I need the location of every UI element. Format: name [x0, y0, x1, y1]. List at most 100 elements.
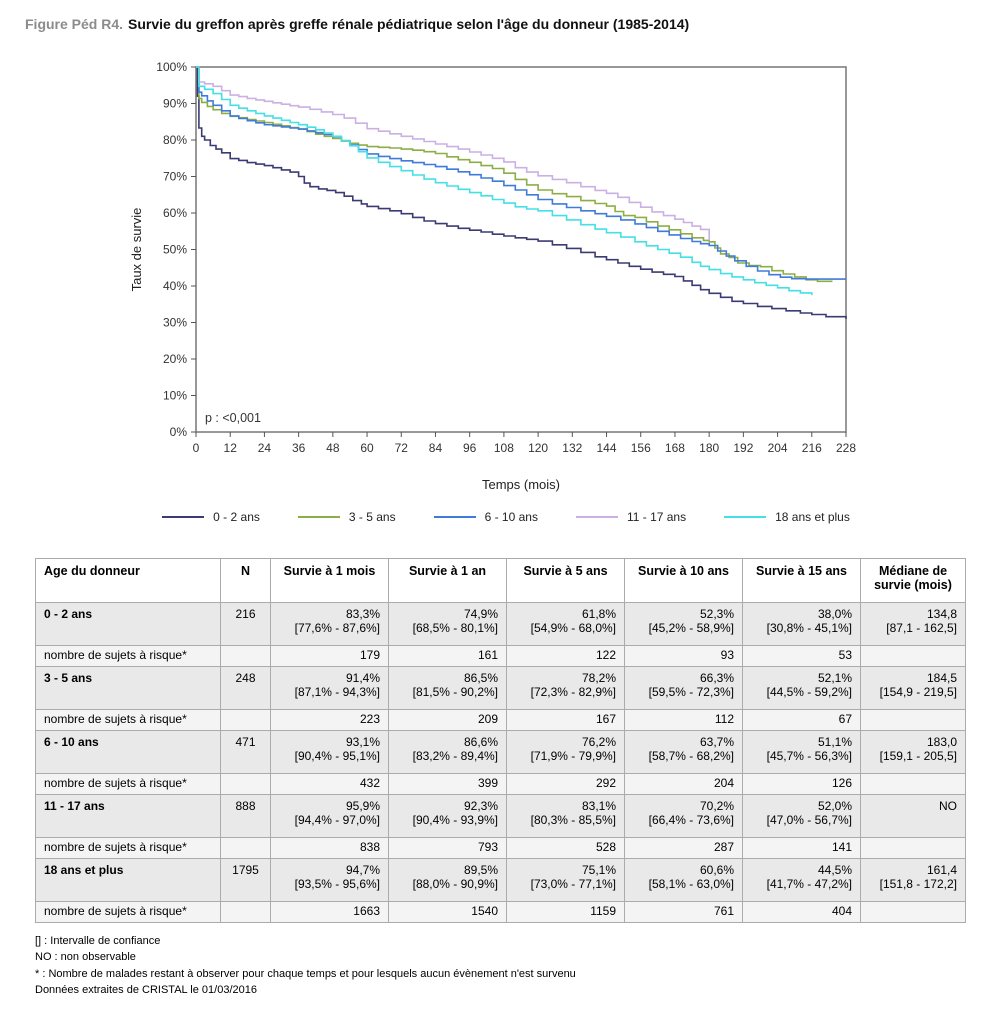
survival-chart: 0% 10% 20% 30% 40% 50% 60% 70% 80% 90% 100% 0 12 24 36… — [126, 53, 886, 524]
legend-item-18-ans-et-plus: 18 ans et plus — [724, 510, 850, 524]
survival-value: 83,3% [77,6% - 87,6%] — [270, 601, 389, 646]
age-group-label: 0 - 2 ans — [35, 601, 221, 646]
at-risk-value: 528 — [506, 836, 625, 859]
y-tick-label: 50% — [163, 242, 187, 256]
figure-title: Figure Péd R4. Survie du greffon après gr… — [0, 0, 1000, 33]
empty-cell — [220, 900, 271, 923]
at-risk-value: 838 — [270, 836, 389, 859]
empty-cell — [860, 772, 966, 795]
chart-legend: 0 - 2 ans 3 - 5 ans 6 - 10 ans 11 - 17 ans 1… — [126, 510, 886, 524]
survival-value: 38,0% [30,8% - 45,1%] — [742, 601, 861, 646]
median-value: 134,8 [87,1 - 162,5] — [860, 601, 966, 646]
survival-value: 44,5% [41,7% - 47,2%] — [742, 857, 861, 902]
table-row-group-3-5-ans: 3 - 5 ans 248 91,4% [87,1% - 94,3%] 86,5% [81… — [35, 665, 966, 710]
x-tick-label: 120 — [528, 441, 548, 455]
empty-cell — [860, 900, 966, 923]
x-tick-label: 180 — [699, 441, 719, 455]
median-value: NO — [860, 793, 966, 838]
table-row-group-11-17-ans: 11 - 17 ans 888 95,9% [94,4% - 97,0%] 92,3%[… — [35, 793, 966, 838]
x-tick-label: 156 — [631, 441, 651, 455]
at-risk-value: 93 — [624, 644, 743, 667]
x-tick-label: 36 — [292, 441, 306, 455]
legend-line-swatch — [162, 515, 205, 518]
age-group-label: 11 - 17 ans — [35, 793, 221, 838]
series-line-3-5-ans — [196, 65, 833, 282]
at-risk-label: nombre de sujets à risque* — [35, 900, 221, 923]
legend-item-11-17-ans: 11 - 17 ans — [575, 510, 686, 524]
table-row-group-6-10-ans: 6 - 10 ans 471 93,1% [90,4% - 95,1%] 86,6% [8… — [35, 729, 966, 774]
series-line-18-ans-et-plus — [196, 65, 813, 295]
survival-table: Age du donneur N Survie à 1 mois Survie à 1… — [35, 557, 966, 923]
at-risk-label: nombre de sujets à risque* — [35, 708, 221, 731]
y-tick-label: 90% — [163, 96, 187, 110]
at-risk-value: 167 — [506, 708, 625, 731]
at-risk-value: 761 — [624, 900, 743, 923]
at-risk-value: 161 — [388, 644, 507, 667]
legend-line-swatch — [724, 515, 767, 518]
at-risk-value: 204 — [624, 772, 743, 795]
empty-cell — [220, 836, 271, 859]
median-value: 183,0 [159,1 - 205,5] — [860, 729, 966, 774]
x-tick-label: 84 — [429, 441, 443, 455]
series-line-0-2-ans — [196, 65, 847, 319]
at-risk-value: 432 — [270, 772, 389, 795]
survival-value: 51,1% [45,7% - 56,3%] — [742, 729, 861, 774]
survival-value: 52,3% [45,2% - 58,9%] — [624, 601, 743, 646]
footnote-4: Données extraites de CRISTAL le 01/03/20… — [35, 984, 257, 997]
n-value: 248 — [220, 665, 271, 710]
n-value: 471 — [220, 729, 271, 774]
empty-cell — [860, 644, 966, 667]
legend-line-swatch — [433, 515, 476, 518]
survival-value: 86,6% [83,2% - 89,4%] — [388, 729, 507, 774]
x-tick-label: 144 — [597, 441, 617, 455]
median-value: 161,4 [151,8 - 172,2] — [860, 857, 966, 902]
at-risk-value: 126 — [742, 772, 861, 795]
column-header-survie-10-ans: Survie à 10 ans — [624, 557, 743, 603]
legend-item-0-2-ans: 0 - 2 ans — [162, 510, 260, 524]
column-header-n: N — [220, 557, 271, 603]
survival-value: 83,1% [80,3% - 85,5%] — [506, 793, 625, 838]
survival-value: 91,4% [87,1% - 94,3%] — [270, 665, 389, 710]
y-tick-label: 30% — [163, 315, 187, 329]
age-group-label: 18 ans et plus — [35, 857, 221, 902]
survival-value: 74,9% [68,5% - 80,1%] — [388, 601, 507, 646]
x-tick-label: 72 — [395, 441, 409, 455]
at-risk-value: 223 — [270, 708, 389, 731]
legend-item-3-5-ans: 3 - 5 ans — [297, 509, 396, 524]
column-header-m-diane-de-survie-mois: Médiane de survie (mois) — [860, 557, 966, 603]
survival-value: 78,2% [72,3% - 82,9%] — [506, 665, 625, 710]
legend-label: 0 - 2 ans — [213, 509, 260, 524]
empty-cell — [220, 644, 271, 667]
table-row-at-risk: nombre de sujets à risque* 838 793 528 287 14… — [35, 836, 966, 859]
at-risk-value: 112 — [624, 708, 743, 731]
survival-value: 63,7% [58,7% - 68,2%] — [624, 729, 743, 774]
series-line-11-17-ans — [196, 65, 710, 241]
n-value: 216 — [220, 601, 271, 646]
x-tick-label: 204 — [768, 441, 788, 455]
y-tick-label: 100% — [156, 60, 187, 74]
survival-value: 60,6% [58,1% - 63,0%] — [624, 857, 743, 902]
y-tick-label: 70% — [163, 169, 187, 183]
at-risk-label: nombre de sujets à risque* — [35, 772, 221, 795]
at-risk-value: 67 — [742, 708, 861, 731]
x-tick-label: 168 — [665, 441, 685, 455]
at-risk-value: 209 — [388, 708, 507, 731]
figure-caption: Survie du greffon après greffe rénale pé… — [128, 16, 690, 32]
y-axis-label: Taux de survie — [129, 207, 144, 291]
legend-label: 3 - 5 ans — [348, 509, 396, 524]
x-tick-label: 132 — [562, 441, 582, 455]
footnote-2: NO : non observable — [35, 951, 136, 964]
age-group-label: 3 - 5 ans — [35, 665, 221, 710]
table-row-group-18-ans-et-plus: 18 ans et plus 1795 94,7% [93,5% - 95,6%] 89… — [35, 857, 966, 902]
empty-cell — [220, 708, 271, 731]
x-tick-label: 24 — [258, 441, 272, 455]
survival-value: 94,7% [93,5% - 95,6%] — [270, 857, 389, 902]
column-header-survie-1-an: Survie à 1 an — [388, 557, 507, 603]
legend-label: 6 - 10 ans — [484, 509, 538, 524]
survival-value: 52,0% [47,0% - 56,7%] — [742, 793, 861, 838]
x-tick-label: 192 — [733, 441, 753, 455]
at-risk-label: nombre de sujets à risque* — [35, 836, 221, 859]
at-risk-value: 141 — [742, 836, 861, 859]
x-axis-label: Temps (mois) — [482, 477, 560, 492]
at-risk-value: 292 — [506, 772, 625, 795]
